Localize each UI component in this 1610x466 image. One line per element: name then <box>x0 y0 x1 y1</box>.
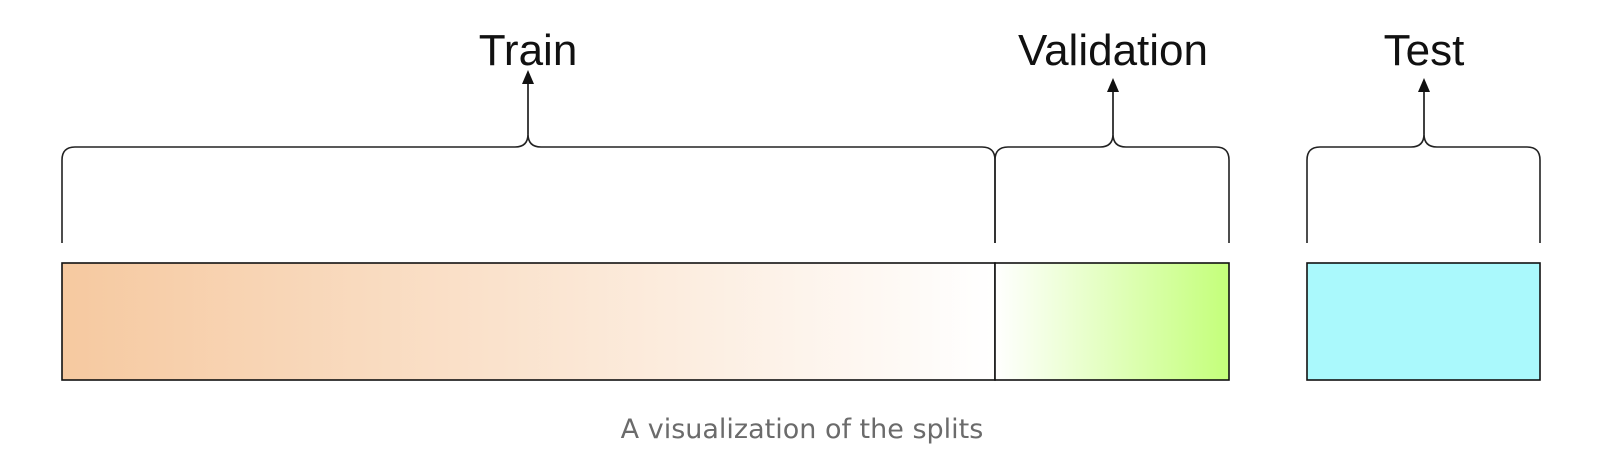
caption: A visualization of the splits <box>621 414 984 445</box>
validation-arrow <box>1107 78 1119 134</box>
test-arrow <box>1418 78 1430 134</box>
test-brace <box>1306 133 1541 243</box>
train-bar <box>61 262 996 381</box>
train-arrow <box>522 70 534 134</box>
validation-brace <box>994 133 1230 243</box>
validation-bar <box>994 262 1230 381</box>
train-brace <box>61 133 996 243</box>
train-label: Train <box>479 26 578 75</box>
validation-label: Validation <box>1018 26 1208 75</box>
test-label: Test <box>1384 26 1465 75</box>
test-bar <box>1306 262 1541 381</box>
